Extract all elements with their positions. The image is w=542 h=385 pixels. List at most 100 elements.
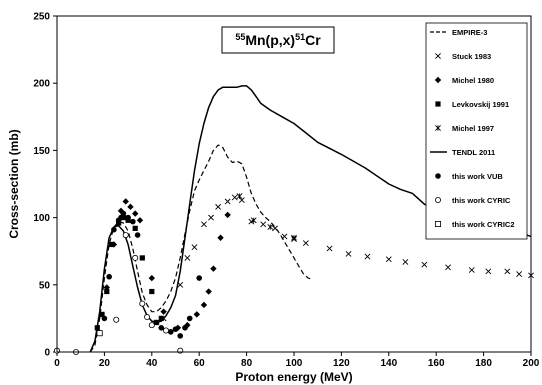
legend: EMPIRE-3 Stuck 1983 Michel 1980 Levkovskij …	[425, 22, 528, 240]
michel-1980-point	[224, 211, 231, 219]
this-work-cyric2-point	[96, 330, 103, 337]
legend-entry-michel-1980: Michel 1980	[434, 76, 494, 85]
x-tick-label: 40	[146, 358, 158, 369]
stuck-1983-point	[421, 261, 428, 268]
legend-entry-stuck-1983: Stuck 1983	[435, 52, 491, 61]
x-tick-label: 160	[428, 358, 445, 369]
stuck-1983-point	[260, 221, 267, 228]
x-tick-label: 200	[523, 358, 540, 369]
this-work-vub-point	[196, 275, 202, 281]
legend-entry-levkovskij-1991: Levkovskij 1991	[435, 100, 509, 109]
legend-label: EMPIRE-3	[452, 28, 487, 37]
stuck-1983-point	[238, 197, 245, 204]
empire-3-line	[89, 144, 314, 353]
this-work-cyric-point	[148, 322, 155, 329]
michel-1980-point	[127, 203, 134, 211]
legend-box	[425, 22, 528, 240]
chart-title-reaction: Mn(p,x)	[245, 32, 295, 48]
this-work-cyric-point	[122, 232, 129, 239]
legend-swatch	[434, 196, 441, 203]
this-work-vub-point	[167, 329, 174, 335]
this-work-vub-point	[106, 273, 112, 280]
legend-swatch	[434, 220, 441, 227]
legend-entries: EMPIRE-3 Stuck 1983 Michel 1980 Levkovskij …	[430, 28, 515, 229]
michel-1980-point	[193, 311, 201, 318]
stuck-1983-point	[302, 240, 309, 247]
legend-label: Michel 1980	[452, 76, 494, 85]
y-tick-label: 200	[33, 79, 50, 90]
legend-label: Michel 1997	[452, 124, 494, 133]
michel-1980-point	[200, 301, 208, 309]
chart-title: 55Mn(p,x)51Cr	[235, 32, 321, 48]
stuck-1983-point	[184, 255, 191, 261]
y-tick-label: 100	[33, 213, 50, 224]
x-tick-label: 20	[99, 358, 111, 369]
x-tick-label: 140	[380, 358, 397, 369]
levkovskij-1991-point	[104, 288, 110, 295]
x-tick-label: 0	[54, 358, 60, 369]
x-tick-label: 120	[333, 358, 350, 369]
stuck-1983-point	[485, 268, 492, 275]
levkovskij-1991-point	[158, 315, 164, 321]
levkovskij-1991-point	[94, 325, 100, 331]
x-axis-label: Proton energy (MeV)	[235, 370, 352, 384]
this-work-cyric-point	[144, 314, 151, 321]
this-work-cyric-point	[139, 300, 146, 307]
stuck-1983-point	[215, 203, 222, 210]
stuck-1983-point	[281, 233, 288, 240]
legend-entry-michel-1997: Michel 1997	[435, 124, 494, 133]
legend-label: this work VUB	[452, 172, 503, 181]
michel-1980-point	[122, 198, 129, 205]
this-work-vub-point	[120, 210, 127, 217]
stuck-1983-point	[445, 264, 451, 271]
michel-1980-point	[136, 217, 144, 224]
michel-1980-point	[205, 288, 212, 295]
legend-swatch	[435, 53, 441, 59]
y-tick-label: 250	[33, 12, 50, 23]
chart-title-box: 55Mn(p,x)51Cr	[221, 26, 335, 54]
michel-1997-point	[236, 193, 243, 200]
tendl-2011-line	[89, 85, 532, 353]
plot-frame	[56, 15, 532, 353]
legend-label: TENDL 2011	[452, 148, 495, 157]
this-work-cyric-point	[163, 327, 170, 334]
levkovskij-1991-point	[139, 255, 145, 261]
chart-title-product: Cr	[305, 32, 321, 48]
stuck-1983-point	[177, 281, 184, 288]
stuck-1983-point	[208, 214, 214, 221]
michel-1980-point	[132, 210, 139, 217]
legend-entry-this-work-cyric: this work CYRIC	[434, 196, 511, 205]
this-work-vub-point	[172, 326, 179, 332]
y-tick-label: 0	[44, 348, 50, 359]
this-work-vub-point	[101, 315, 108, 322]
stuck-1983-point	[364, 253, 371, 260]
this-work-vub-point	[111, 226, 117, 233]
x-tick-label: 100	[286, 358, 303, 369]
this-work-vub-point	[186, 315, 193, 322]
stuck-1983-point	[191, 244, 198, 251]
michel-1997-point	[267, 224, 274, 230]
stuck-1983-point	[224, 198, 231, 205]
x-tick-label: 80	[241, 358, 253, 369]
chart-title-mass-a: 55	[235, 32, 245, 42]
chart-title-mass-b: 51	[295, 32, 305, 42]
levkovskij-1991-point	[108, 241, 115, 248]
this-work-vub-point	[118, 214, 124, 221]
y-axis-label: Cross-section (mb)	[7, 129, 21, 238]
legend-entry-this-work-vub: this work VUB	[435, 172, 503, 181]
legend-swatch	[435, 125, 441, 131]
michel-1997-point	[250, 217, 257, 224]
legend-swatch	[435, 173, 441, 179]
x-tick-label: 60	[194, 358, 206, 369]
stuck-1983-point	[385, 256, 392, 263]
this-work-vub-point	[125, 214, 131, 221]
levkovskij-1991-point	[132, 225, 138, 231]
michel-1980-point	[210, 265, 217, 272]
levkovskij-1991-point	[99, 311, 105, 317]
axis-ticks: 0 20 40 60 80 100 120 140 160 180 200 0 50 100 150 200 2…	[33, 12, 539, 370]
stuck-1983-point	[231, 194, 238, 201]
this-work-vub-point	[130, 218, 136, 225]
stuck-1983-point	[516, 271, 523, 277]
y-tick-label: 50	[39, 280, 51, 291]
y-tick-label: 150	[33, 146, 50, 157]
